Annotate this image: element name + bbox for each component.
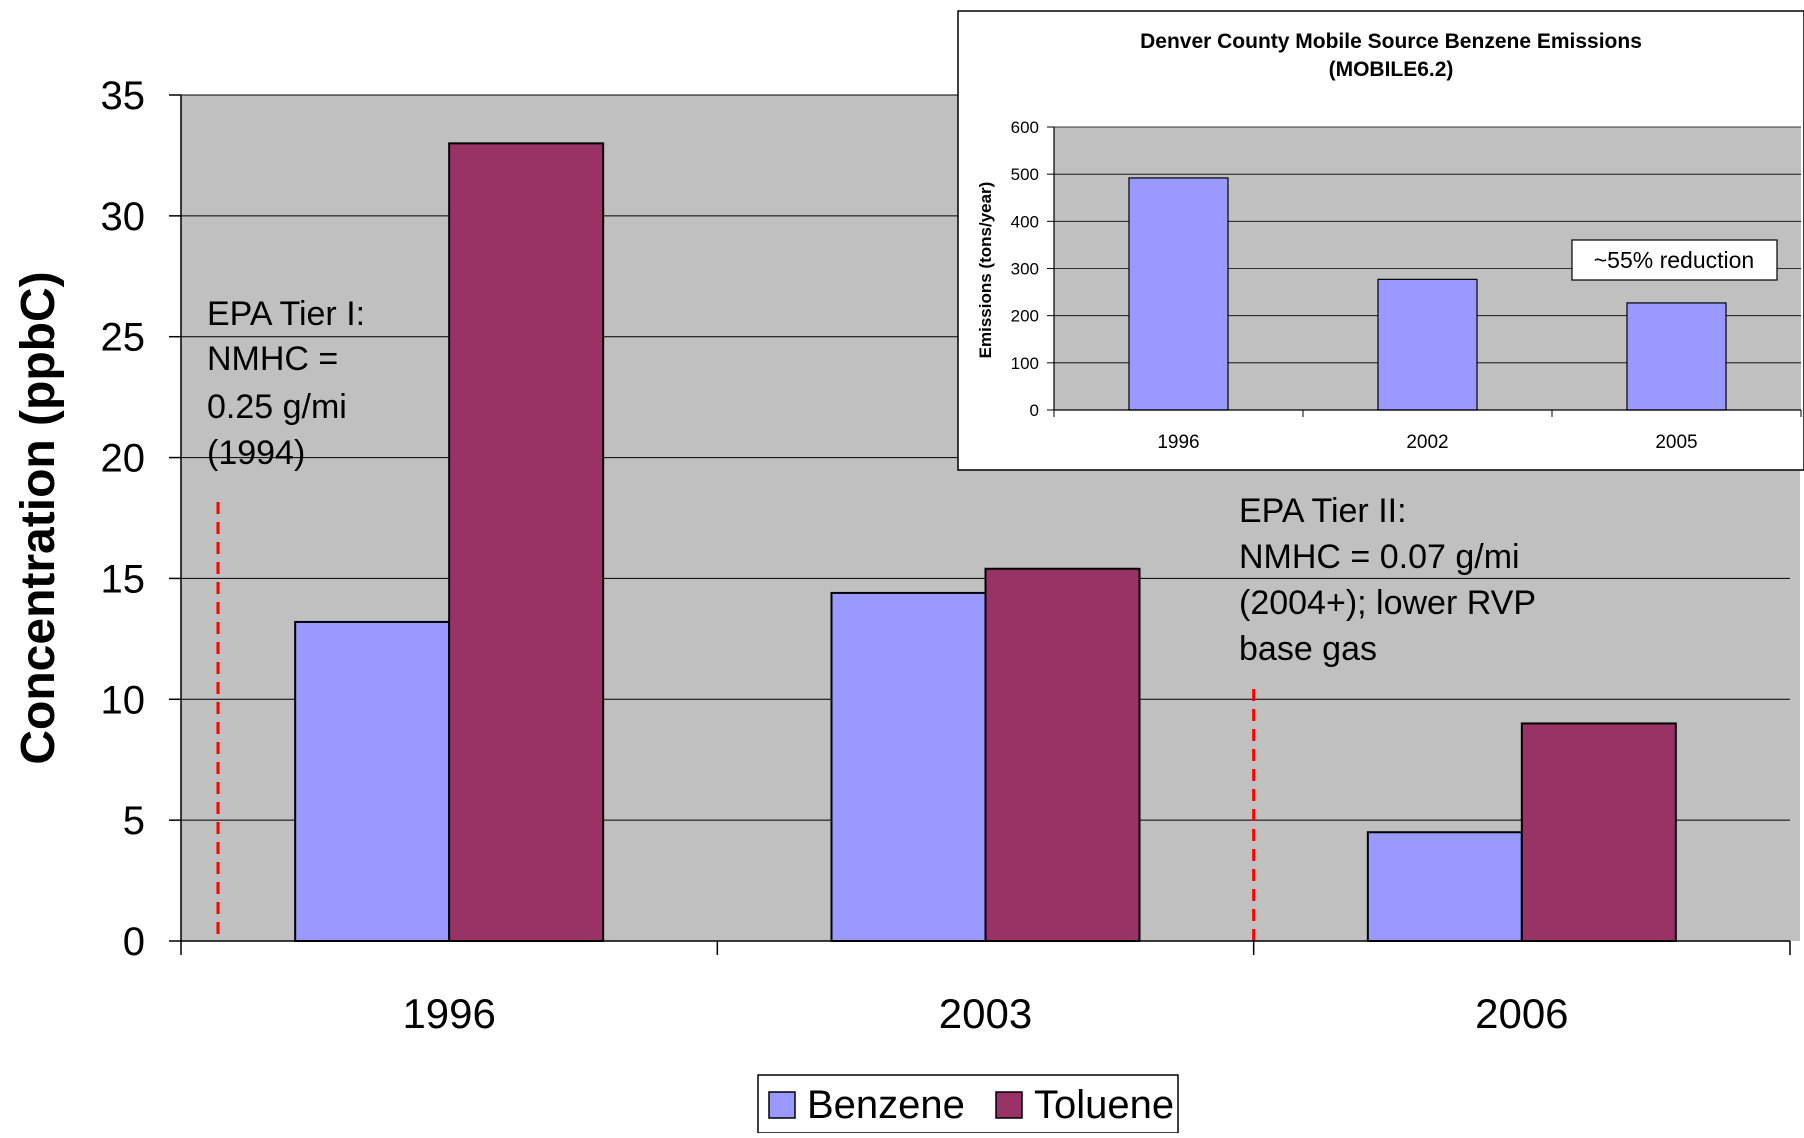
tier2-annotation: EPA Tier II: NMHC = 0.07 g/mi (2004+); l… — [1239, 492, 1545, 668]
inset-chart: Denver County Mobile Source Benzene Emis… — [957, 10, 1804, 471]
main-y-tick-label: 20 — [101, 437, 146, 481]
inset-y-tick-label: 300 — [1011, 260, 1039, 279]
main-x-ticks: 1996 2003 2006 — [180, 941, 1791, 1037]
bar-toluene-2006 — [1520, 722, 1677, 943]
tier2-annotation-line: (2004+); lower RVP — [1239, 584, 1535, 622]
inset-x-tick-label: 2002 — [1406, 432, 1448, 453]
main-y-axis-label: Concentration (ppbC) — [12, 271, 65, 764]
inset-y-tick-label: 500 — [1011, 165, 1039, 184]
inset-y-tick-label: 0 — [1030, 401, 1039, 420]
bar-toluene-1996 — [448, 142, 605, 943]
main-y-tick-label: 5 — [123, 799, 145, 843]
tier1-annotation-line: EPA Tier I: — [207, 295, 365, 333]
main-x-tick-label: 2006 — [1475, 990, 1568, 1037]
legend-swatch-benzene — [768, 1091, 796, 1119]
bar-toluene-2003 — [984, 567, 1141, 942]
inset-annotation-box — [1571, 239, 1778, 281]
inset-y-axis-label: Emissions (tons/year) — [976, 182, 995, 359]
inset-y-tick-label: 600 — [1011, 118, 1039, 137]
inset-title: Denver County Mobile Source Benzene Emis… — [1140, 30, 1642, 53]
legend-label-toluene: Toluene — [1034, 1083, 1174, 1127]
legend-box — [757, 1074, 1179, 1134]
inset-y-tick-label: 400 — [1011, 212, 1039, 231]
legend-swatch-toluene — [995, 1091, 1023, 1119]
main-y-tick-label: 25 — [101, 316, 146, 360]
main-marker-lines — [216, 502, 1256, 941]
inset-bars — [1128, 177, 1727, 411]
bar-benzene-2006 — [1366, 831, 1523, 943]
main-y-tick-label: 30 — [101, 195, 146, 239]
bar-benzene-2003 — [830, 591, 987, 943]
main-y-tick-label: 35 — [101, 74, 146, 118]
legend-label-benzene: Benzene — [807, 1083, 965, 1127]
tier2-annotation-line: EPA Tier II: — [1239, 492, 1407, 530]
bar-benzene-1996 — [294, 620, 451, 942]
inset-bar-1996 — [1128, 177, 1229, 411]
main-y-tick-label: 0 — [123, 920, 145, 964]
main-y-tick-label: 10 — [101, 678, 146, 722]
tier2-annotation-line: base gas — [1239, 630, 1377, 668]
inset-y-ticks: 0 100 200 300 400 500 600 — [1011, 118, 1054, 420]
inset-y-tick-label: 200 — [1011, 307, 1039, 326]
tier1-annotation-line: NMHC = — [207, 340, 338, 378]
inset-bar-2002 — [1377, 278, 1478, 411]
main-x-tick-label: 2003 — [939, 990, 1032, 1037]
inset-x-ticks: 1996 2002 2005 — [1053, 410, 1802, 453]
inset-annotation-text: ~55% reduction — [1594, 247, 1754, 273]
legend: Benzene Toluene — [757, 1074, 1179, 1134]
inset-subtitle: (MOBILE6.2) — [1329, 58, 1454, 81]
main-y-tick-label: 15 — [101, 557, 146, 601]
tier2-annotation-line: NMHC = 0.07 g/mi — [1239, 538, 1520, 576]
tier1-annotation: EPA Tier I: NMHC = 0.25 g/mi (1994) — [207, 295, 375, 472]
inset-y-tick-label: 100 — [1011, 354, 1039, 373]
main-x-tick-label: 1996 — [402, 990, 495, 1037]
inset-x-tick-label: 1996 — [1157, 432, 1199, 453]
inset-bar-2005 — [1626, 302, 1727, 411]
tier1-annotation-line: 0.25 g/mi — [207, 388, 347, 426]
inset-x-tick-label: 2005 — [1655, 432, 1697, 453]
tier1-annotation-line: (1994) — [207, 434, 305, 472]
main-y-ticks: 0 5 10 15 20 25 30 35 — [101, 74, 181, 964]
